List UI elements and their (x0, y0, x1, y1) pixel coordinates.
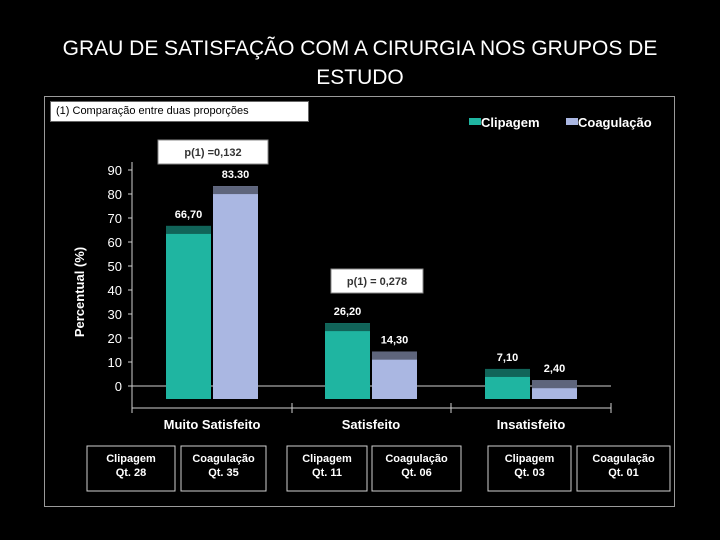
p-value-text: p(1) =0,132 (184, 147, 241, 159)
y-tick-label: 90 (108, 163, 122, 178)
group-count-qty: Qt. 28 (116, 467, 147, 479)
p-value-box (330, 268, 424, 294)
y-tick-label: 10 (108, 355, 122, 370)
bar-data-label: 2,40 (544, 363, 565, 375)
group-count-qty: Qt. 11 (312, 467, 342, 479)
comparison-note: (1) Comparação entre duas proporções (50, 101, 309, 122)
y-tick-label: 30 (108, 307, 122, 322)
group-count-name: Clipagem (505, 453, 555, 465)
group-count-qty: Qt. 03 (514, 467, 545, 479)
legend-label-clipagem: Clipagem (481, 115, 540, 130)
x-category-label: Insatisfeito (497, 417, 566, 432)
group-count-box (576, 445, 671, 492)
x-category-label: Satisfeito (342, 417, 401, 432)
group-count-box (180, 445, 267, 492)
legend-label-coagulação: Coagulação (578, 115, 652, 130)
group-count-box (487, 445, 572, 492)
group-count-name: Coagulação (592, 453, 655, 465)
group-count-box (286, 445, 368, 492)
bar-cap (532, 380, 577, 389)
group-count-box (371, 445, 462, 492)
y-tick-label: 40 (108, 283, 122, 298)
legend-swatch-coagulação (566, 118, 578, 125)
bar-cap (372, 351, 417, 360)
y-tick-label: 60 (108, 235, 122, 250)
y-tick-label: 70 (108, 211, 122, 226)
x-category-label: Muito Satisfeito (164, 417, 261, 432)
group-count-name: Coagulação (192, 453, 255, 465)
y-tick-label: 20 (108, 331, 122, 346)
bar-clipagem-1 (166, 225, 211, 399)
bar-data-label: 66,70 (175, 209, 203, 221)
group-count-qty: Qt. 01 (608, 467, 639, 479)
group-count-box (86, 445, 176, 492)
bar-data-label: 83.30 (222, 169, 250, 181)
group-count-qty: Qt. 35 (208, 467, 239, 479)
slide-title-line1: GRAU DE SATISFAÇÃO COM A CIRURGIA NOS GR… (62, 37, 658, 60)
group-count-name: Clipagem (302, 453, 352, 465)
bar-cap (325, 323, 370, 332)
y-axis-label: Percentual (%) (72, 247, 87, 337)
p-value-box (157, 139, 269, 165)
y-tick-label: 80 (108, 187, 122, 202)
legend-swatch-clipagem (469, 118, 481, 125)
bar-data-label: 7,10 (497, 352, 518, 364)
y-tick-label: 50 (108, 259, 122, 274)
bar-coagulação-1 (213, 186, 258, 399)
chart-panel (44, 96, 675, 507)
group-count-qty: Qt. 06 (401, 467, 432, 479)
group-count-name: Clipagem (106, 453, 156, 465)
y-tick-label: 0 (115, 379, 122, 394)
slide-title-line2: ESTUDO (316, 66, 404, 89)
bar-clipagem-2 (325, 323, 370, 399)
bar-cap (166, 225, 211, 234)
p-value-text: p(1) = 0,278 (347, 276, 407, 288)
bar-cap (213, 186, 258, 195)
bar-data-label: 26,20 (334, 306, 362, 318)
slide-title: GRAU DE SATISFAÇÃO COM A CIRURGIA NOS GR… (40, 34, 680, 92)
bar-data-label: 14,30 (381, 335, 409, 347)
bar-cap (485, 368, 530, 377)
group-count-name: Coagulação (385, 453, 448, 465)
